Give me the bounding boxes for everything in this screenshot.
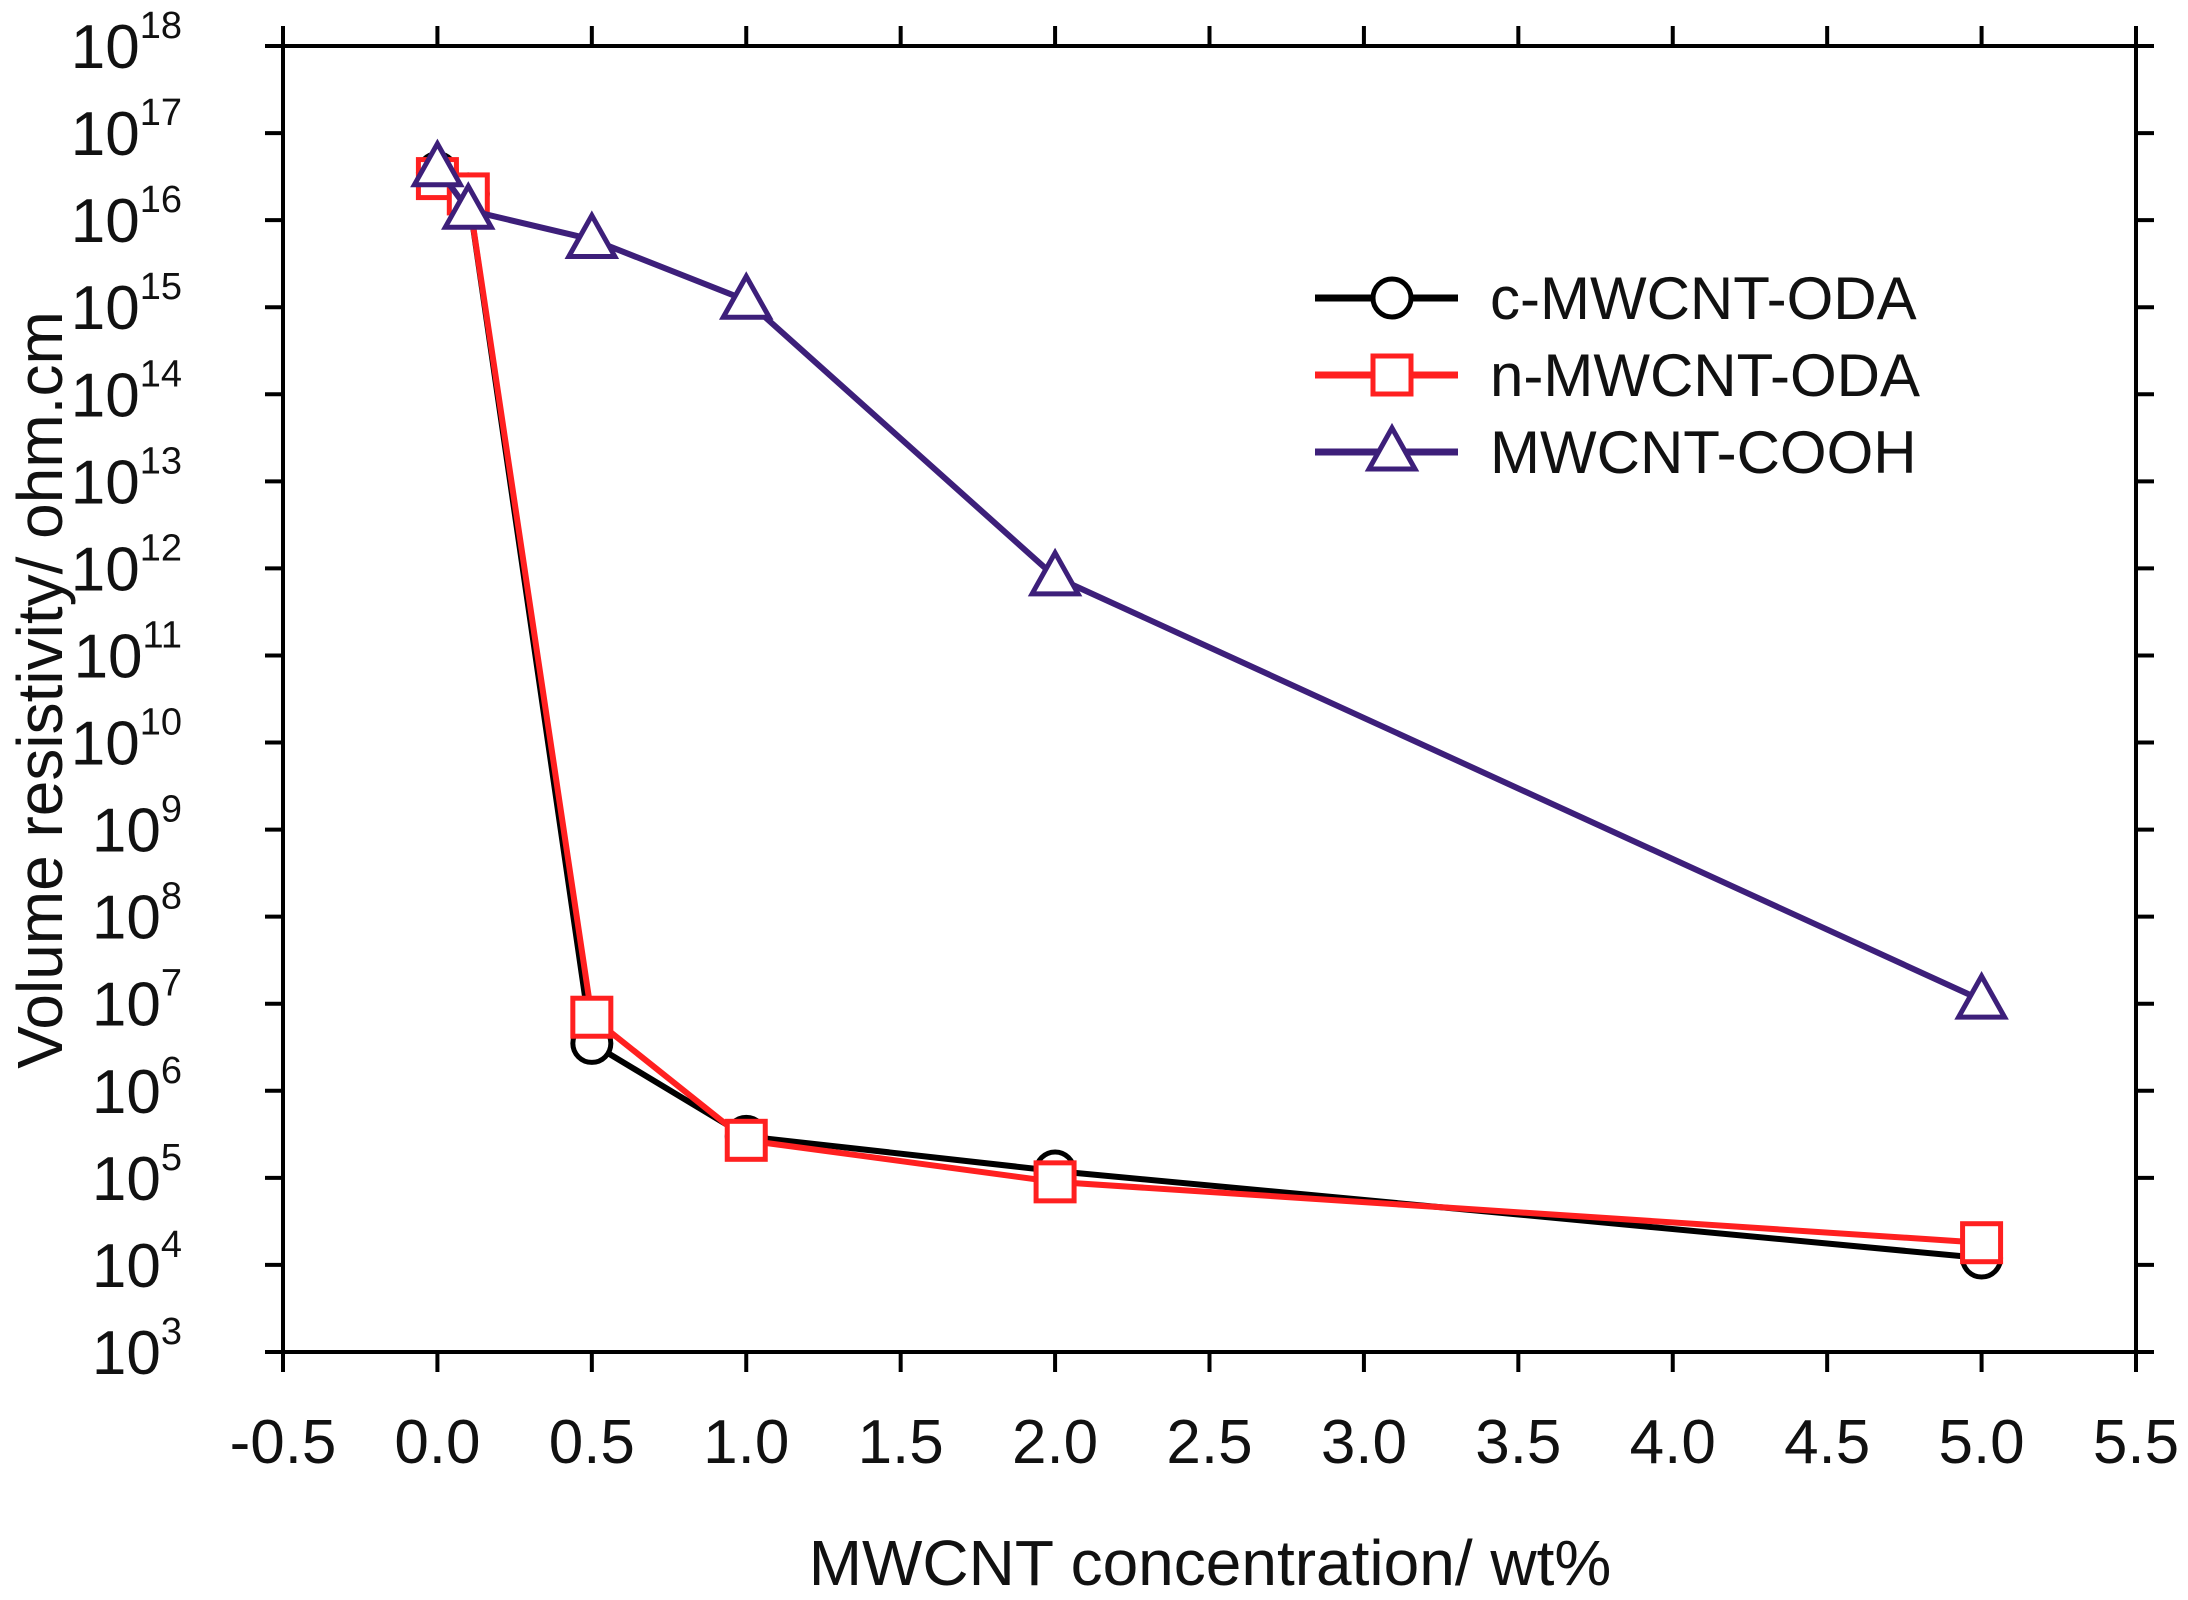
- y-tick-label-exponent: 18: [140, 5, 182, 47]
- y-tick-label: 1010: [71, 702, 182, 779]
- y-tick-label: 109: [92, 789, 182, 866]
- x-tick-label: 0.5: [549, 1408, 635, 1477]
- y-tick-label-exponent: 16: [140, 179, 182, 221]
- data-point: [1960, 1221, 2004, 1265]
- x-tick-label: 2.0: [1012, 1408, 1098, 1477]
- x-tick-label: 2.5: [1166, 1408, 1252, 1477]
- y-tick-label: 1011: [74, 614, 182, 691]
- y-tick-label-exponent: 9: [161, 789, 182, 831]
- x-tick-label: 1.0: [703, 1408, 789, 1477]
- y-tick-label-base: 10: [71, 448, 140, 517]
- data-point: [724, 1118, 768, 1162]
- y-tick-label-exponent: 17: [140, 92, 182, 134]
- y-tick-label: 107: [92, 963, 182, 1040]
- data-point: [564, 210, 620, 259]
- legend: c-MWCNT-ODA n-MWCNT-ODA MWCNT-COOH: [1315, 265, 1920, 486]
- y-tick-label-base: 10: [71, 535, 140, 604]
- data-point: [1033, 1160, 1077, 1204]
- x-tick-label: 5.5: [2093, 1408, 2179, 1477]
- y-tick-label-base: 10: [92, 797, 161, 866]
- data-point: [1027, 547, 1083, 597]
- x-tick-label: 1.5: [858, 1408, 944, 1477]
- y-axis-title: Volume resistivity/ ohm.cm: [4, 311, 76, 1069]
- y-tick-label-exponent: 15: [140, 266, 182, 308]
- y-tick-label-base: 10: [92, 1058, 161, 1127]
- series-layer: [410, 138, 2009, 1280]
- x-tick-label: 0.0: [394, 1408, 480, 1477]
- y-tick-label-exponent: 12: [140, 527, 182, 569]
- y-tick-label-base: 10: [71, 187, 140, 256]
- y-tick-label: 104: [92, 1224, 182, 1301]
- y-tick-label: 1013: [71, 440, 182, 517]
- y-tick-label-base: 10: [71, 13, 140, 82]
- x-tick-label: 3.0: [1321, 1408, 1407, 1477]
- x-tick-label: -0.5: [230, 1408, 337, 1477]
- y-tick-label-base: 10: [92, 884, 161, 953]
- y-tick-label: 106: [92, 1050, 182, 1127]
- data-point: [410, 138, 465, 188]
- y-tick-label: 103: [92, 1311, 182, 1388]
- y-tick-label-exponent: 4: [161, 1224, 182, 1266]
- legend-item: n-MWCNT-ODA: [1315, 342, 1920, 409]
- y-tick-label-exponent: 6: [161, 1050, 182, 1092]
- x-tick-label: 5.0: [1938, 1408, 2024, 1477]
- x-tick-label: 4.0: [1630, 1408, 1716, 1477]
- y-tick-label: 1017: [71, 92, 182, 169]
- y-tick-label: 108: [92, 876, 182, 953]
- y-tick-label-exponent: 3: [161, 1311, 182, 1353]
- y-tick-label-base: 10: [71, 361, 140, 430]
- y-tick-label: 1014: [71, 353, 182, 430]
- y-tick-label-exponent: 13: [140, 440, 182, 482]
- y-tick-label-exponent: 10: [140, 702, 182, 744]
- legend-label: n-MWCNT-ODA: [1490, 342, 1920, 409]
- y-tick-label-base: 10: [74, 622, 143, 691]
- y-tick-label-exponent: 14: [140, 353, 182, 395]
- x-axis-title: MWCNT concentration/ wt%: [809, 1527, 1612, 1599]
- legend-marker: [1364, 422, 1420, 472]
- legend-marker: [1370, 353, 1414, 397]
- y-tick-label: 1012: [71, 527, 182, 604]
- x-tick-label: 3.5: [1475, 1408, 1561, 1477]
- legend-label: c-MWCNT-ODA: [1490, 265, 1917, 332]
- y-tick-label-exponent: 7: [161, 963, 182, 1005]
- legend-item: MWCNT-COOH: [1315, 419, 1917, 486]
- data-point: [1954, 971, 2009, 1020]
- series-mwcnt-cooh: [410, 138, 2009, 1020]
- y-tick-label: 1018: [71, 5, 182, 82]
- data-point: [441, 181, 496, 230]
- y-tick-label-exponent: 11: [143, 614, 182, 656]
- data-point: [718, 271, 774, 320]
- y-tick-label-base: 10: [71, 710, 140, 779]
- x-axis-ticks: -0.5 0.0 0.5 1.0 1.5 2.0 2.5 3.0 3.5 4.0 4.5 5.0 5.5: [230, 26, 2179, 1477]
- y-tick-label: 105: [92, 1137, 182, 1214]
- plot-frame: [281, 44, 2138, 1354]
- y-tick-label-base: 10: [92, 1232, 161, 1301]
- x-tick-label: 4.5: [1784, 1408, 1870, 1477]
- y-tick-label-base: 10: [71, 274, 140, 343]
- y-tick-label-exponent: 5: [161, 1137, 182, 1179]
- y-tick-label-base: 10: [92, 1319, 161, 1388]
- y-tick-label: 1016: [71, 179, 182, 256]
- legend-item: c-MWCNT-ODA: [1315, 265, 1917, 332]
- legend-label: MWCNT-COOH: [1490, 419, 1917, 486]
- y-tick-label: 1015: [71, 266, 182, 343]
- y-tick-label-base: 10: [71, 100, 140, 169]
- y-tick-label-base: 10: [92, 971, 161, 1040]
- data-point: [570, 995, 614, 1039]
- y-tick-label-base: 10: [92, 1145, 161, 1214]
- legend-marker: [1370, 276, 1414, 320]
- y-axis-ticks: 1031041051061071081091010101110121013101…: [71, 5, 2154, 1388]
- y-tick-label-exponent: 8: [161, 876, 182, 918]
